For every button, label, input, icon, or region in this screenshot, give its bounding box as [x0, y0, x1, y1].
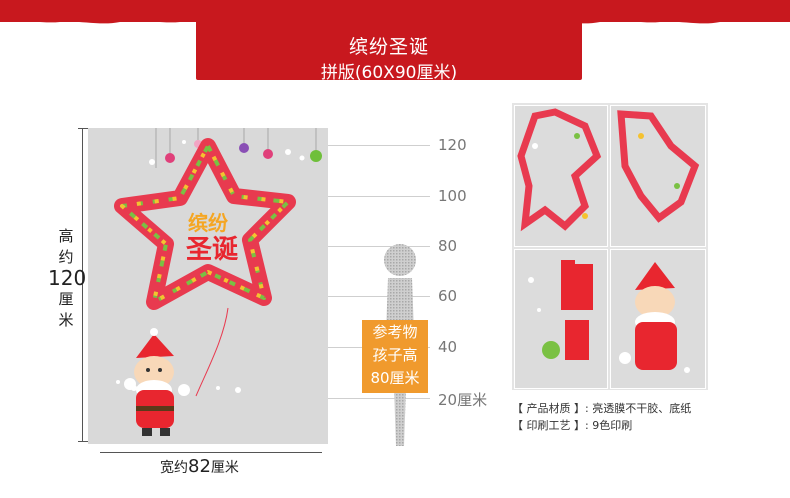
banner-title: 缤纷圣诞	[348, 36, 429, 58]
width-prefix: 宽约	[160, 460, 188, 476]
santa-character	[124, 328, 190, 436]
sticker-text-2: 圣诞	[186, 235, 239, 265]
height-unit-char-1: 厘	[58, 290, 74, 308]
width-unit: 厘米	[210, 460, 239, 476]
scale-tick	[328, 196, 430, 197]
spec-material-label: 【 产品材质 】:	[512, 402, 589, 415]
reference-line-1: 参考物	[372, 323, 418, 341]
layout-panel-1	[514, 105, 608, 247]
layout-panel-3	[514, 249, 608, 389]
reference-line-2: 孩子高	[372, 346, 418, 364]
sticker-preview-board: 缤纷 圣诞	[88, 128, 328, 444]
sticker-text-1: 缤纷	[188, 211, 228, 235]
product-specs: 【 产品材质 】: 亮透膜不干胶、底纸 【 印刷工艺 】: 9色印刷	[512, 400, 691, 434]
width-dimension-line	[100, 452, 322, 453]
spec-print: 【 印刷工艺 】: 9色印刷	[512, 417, 691, 434]
width-label: 宽约82厘米	[160, 456, 239, 477]
layout-panel-4	[610, 249, 706, 389]
scale-tick-label: 60	[438, 287, 458, 305]
scale-tick	[328, 145, 430, 146]
reference-line-3: 80厘米	[370, 369, 420, 387]
spec-print-label: 【 印刷工艺 】:	[512, 419, 589, 432]
balloon-string	[195, 307, 229, 397]
spec-print-value: 9色印刷	[592, 419, 633, 432]
hanging-ornaments	[155, 128, 322, 168]
banner-subtitle: 拼版(60X90厘米)	[320, 63, 458, 83]
scale-tick	[328, 246, 430, 247]
star-wreath: 缤纷 圣诞	[114, 138, 296, 310]
height-dimension-cap-bottom	[78, 441, 88, 442]
split-layout-preview	[512, 103, 708, 390]
scale-tick-label: 100	[438, 187, 467, 205]
height-label-char-2: 约	[58, 248, 74, 266]
scale-tick-label: 120	[438, 136, 467, 154]
spec-material: 【 产品材质 】: 亮透膜不干胶、底纸	[512, 400, 691, 417]
scale-tick-label: 20厘米	[438, 391, 488, 409]
sticker-artwork: 缤纷 圣诞	[114, 128, 322, 436]
height-unit-char-2: 米	[58, 311, 74, 329]
scale-tick-label: 40	[438, 338, 458, 356]
scale-tick	[328, 398, 430, 399]
scale-tick	[328, 296, 430, 297]
height-label: 高 约 120 厘 米	[48, 226, 87, 331]
layout-panel-2	[610, 105, 706, 247]
height-value: 120	[48, 266, 87, 290]
height-dimension-cap-top	[78, 128, 88, 129]
scale-tick-label: 80	[438, 237, 458, 255]
height-dimension-line	[82, 128, 83, 441]
title-banner: 缤纷圣诞 拼版(60X90厘米)	[196, 16, 582, 83]
reference-child-label: 参考物 孩子高 80厘米	[362, 320, 428, 393]
width-value: 82	[188, 456, 211, 477]
spec-material-value: 亮透膜不干胶、底纸	[592, 402, 692, 415]
height-label-char-1: 高	[58, 227, 74, 245]
